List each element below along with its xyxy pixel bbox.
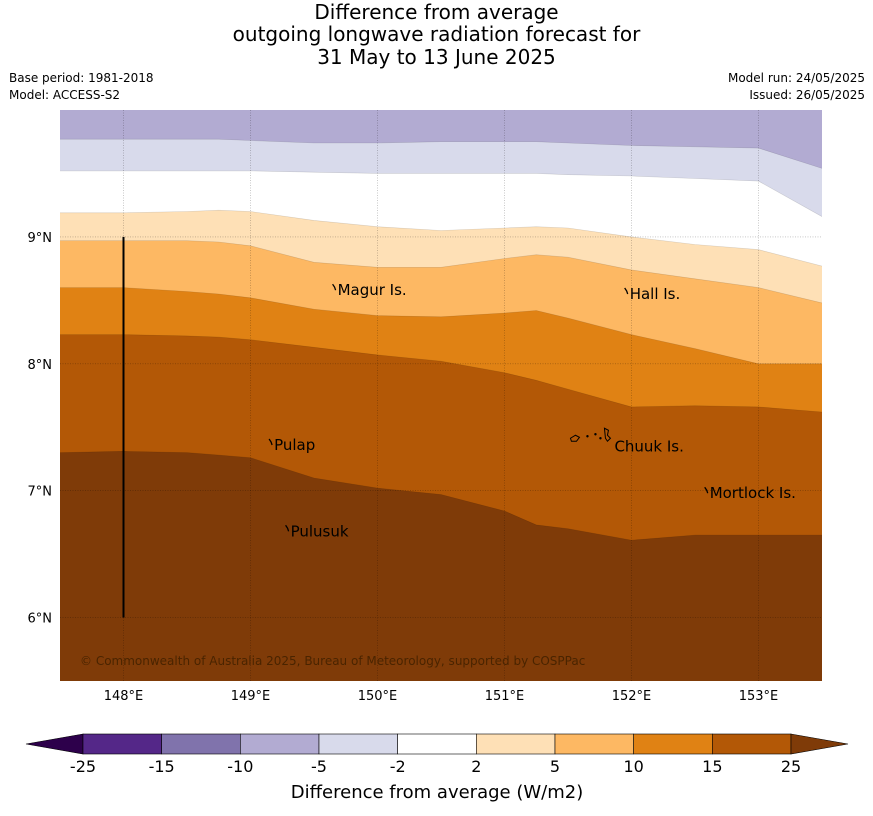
map-title-line-3: 31 May to 13 June 2025	[317, 45, 556, 69]
island-shape	[569, 434, 581, 442]
island-shape	[586, 435, 589, 438]
colorbar-tick-label: -25	[70, 757, 96, 776]
contour-line	[60, 240, 822, 304]
island-shape	[624, 287, 629, 295]
island-shape	[268, 438, 273, 446]
island-shape	[603, 427, 612, 443]
lat-tick-label: 9°N	[28, 231, 53, 246]
contour-line	[60, 450, 822, 541]
place-label-chuuk-is: Chuuk Is.	[614, 437, 683, 455]
chuuk-islands-outline	[569, 427, 612, 443]
lon-tick-label: 151°E	[485, 689, 525, 704]
place-label-pulap: Pulap	[274, 436, 315, 454]
place-label-mortlock-is: Mortlock Is.	[710, 484, 796, 502]
lat-tick-label: 7°N	[28, 485, 53, 500]
contour-line	[60, 138, 822, 169]
island-shape	[599, 437, 602, 440]
contour-line	[60, 209, 822, 267]
colorbar-segment	[476, 733, 556, 755]
map-place-labels: Magur Is. Hall Is. Pulap Chuuk Is. Mortlock …	[274, 281, 796, 540]
base-period-text: Base period: 1981-2018	[9, 71, 154, 85]
island-shape	[285, 524, 290, 532]
copyright-notice: © Commonwealth of Australia 2025, Bureau…	[80, 654, 585, 668]
model-run-text: Model run: 24/05/2025	[727, 71, 865, 85]
colorbar-tick-label: -5	[311, 757, 327, 776]
colorbar-tick-label: -10	[227, 757, 253, 776]
contour-line	[60, 170, 822, 217]
map-islands	[268, 283, 709, 532]
colorbar-segment	[554, 733, 634, 755]
place-label-pulusuk: Pulusuk	[291, 522, 349, 540]
colorbar-tick-label: 2	[471, 757, 481, 776]
model-text: Model: ACCESS-S2	[9, 88, 121, 102]
colorbar-tick-label: -2	[390, 757, 406, 776]
colorbar-legend: -25 -15 -10 -5 -2 2 5 10 15 25	[25, 733, 849, 776]
place-label-magur-is: Magur Is.	[338, 281, 407, 299]
place-label-hall-is: Hall Is.	[630, 285, 681, 303]
colorbar-segment	[633, 733, 713, 755]
lon-tick-label: 153°E	[739, 689, 779, 704]
lon-tick-label: 149°E	[231, 689, 271, 704]
lon-tick-label: 152°E	[612, 689, 652, 704]
map-grid	[60, 110, 822, 681]
colorbar-segment	[397, 733, 477, 755]
contour-band	[60, 451, 822, 681]
colorbar-tick-label: 5	[550, 757, 560, 776]
contour-line	[60, 287, 822, 365]
lat-tick-label: 8°N	[28, 358, 53, 373]
lon-tick-label: 150°E	[358, 689, 398, 704]
colorbar-title: Difference from average (W/m2)	[291, 782, 583, 803]
map-contour-fills	[60, 110, 822, 681]
colorbar-extend-low	[25, 733, 84, 755]
contour-line	[60, 334, 822, 413]
colorbar-segment	[82, 733, 162, 755]
colorbar-segment	[712, 733, 792, 755]
colorbar-tick-label: 15	[702, 757, 722, 776]
colorbar-tick-label: -15	[149, 757, 175, 776]
island-shape	[332, 283, 337, 291]
colorbar-tick-label: 25	[781, 757, 801, 776]
issued-text: Issued: 26/05/2025	[749, 88, 865, 102]
island-shape	[594, 433, 597, 436]
colorbar-segment	[161, 733, 241, 755]
colorbar-segment	[240, 733, 320, 755]
island-shape	[704, 486, 709, 494]
lat-tick-label: 6°N	[28, 612, 53, 627]
map-title-line-1: Difference from average	[314, 0, 559, 24]
colorbar-tick-label: 10	[623, 757, 643, 776]
map-axes: 148°E 149°E 150°E 151°E 152°E 153°E 9°N 8°N 7°N 6…	[28, 231, 779, 704]
lon-tick-label: 148°E	[104, 689, 144, 704]
colorbar-extend-high	[790, 733, 849, 755]
colorbar-segment	[318, 733, 398, 755]
map-title-line-2: outgoing longwave radiation forecast for	[232, 22, 641, 46]
